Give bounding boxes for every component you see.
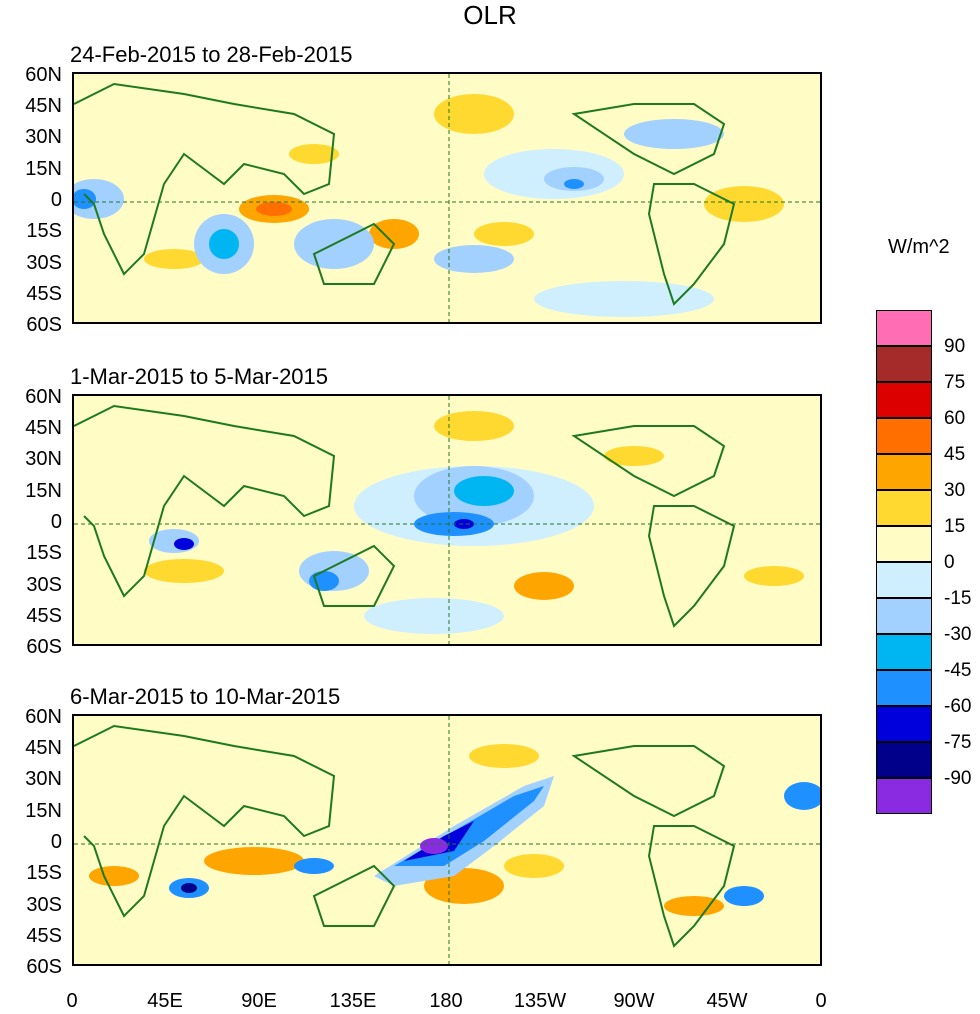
colorbar-label: 30 — [944, 480, 966, 501]
colorbar-swatch — [876, 490, 932, 526]
lon-label: 45W — [706, 990, 748, 1012]
lat-label: 45S — [26, 283, 62, 305]
colorbar-swatch — [876, 562, 932, 598]
colorbar-label: -75 — [944, 732, 972, 753]
colorbar-label: 75 — [944, 372, 966, 393]
lon-label: 135E — [329, 990, 377, 1012]
lon-label: 0 — [815, 990, 827, 1012]
negative-anomalies — [169, 776, 820, 906]
colorbar-label: 60 — [944, 408, 966, 429]
lon-label: 135W — [513, 990, 567, 1012]
lon-label: 180 — [429, 990, 463, 1012]
colorbar-swatch — [876, 382, 932, 418]
lat-label: 60S — [26, 956, 62, 978]
colorbar-swatch — [876, 634, 932, 670]
colorbar-swatch — [876, 598, 932, 634]
lat-label: 0 — [50, 831, 62, 853]
lat-label: 15N — [25, 158, 62, 180]
lat-label: 60S — [26, 636, 62, 658]
lat-label: 60N — [25, 64, 62, 86]
lat-label: 45S — [26, 925, 62, 947]
continent-outlines — [74, 724, 736, 948]
lat-label: 45S — [26, 605, 62, 627]
panel-2-title: 1-Mar-2015 to 5-Mar-2015 — [70, 364, 329, 389]
colorbar-label: -30 — [944, 624, 972, 645]
map-panel-2 — [72, 394, 822, 646]
continent-outlines — [74, 82, 736, 306]
colorbar-swatch — [876, 526, 932, 562]
colorbar-label: 90 — [944, 336, 966, 357]
panel-1-title: 24-Feb-2015 to 28-Feb-2015 — [70, 42, 353, 67]
colorbar-swatch — [876, 310, 932, 346]
lat-label: 0 — [50, 189, 62, 211]
positive-anomalies — [144, 411, 804, 600]
colorbar-swatch — [876, 706, 932, 742]
colorbar-label: -90 — [944, 768, 972, 789]
colorbar-label: -45 — [944, 660, 972, 681]
colorbar-units: W/m^2 — [888, 236, 950, 258]
colorbar-label: 15 — [944, 516, 966, 537]
colorbar-swatch — [876, 670, 932, 706]
lat-label: 15S — [26, 862, 62, 884]
lat-label: 15S — [26, 220, 62, 242]
lat-label: 45N — [25, 737, 62, 759]
colorbar-label: 45 — [944, 444, 966, 465]
lat-label: 15N — [25, 480, 62, 502]
colorbar-swatch — [876, 778, 932, 814]
colorbar-label: -60 — [944, 696, 972, 717]
lat-label: 30S — [26, 252, 62, 274]
lat-label: 60N — [25, 706, 62, 728]
colorbar-swatch — [876, 742, 932, 778]
lat-label: 30N — [25, 126, 62, 148]
colorbar-swatch — [876, 418, 932, 454]
colorbar-label: -15 — [944, 588, 972, 609]
colorbar-swatch — [876, 454, 932, 490]
lat-label: 30S — [26, 894, 62, 916]
lat-label: 15N — [25, 800, 62, 822]
lat-label: 45N — [25, 95, 62, 117]
panel-3-title: 6-Mar-2015 to 10-Mar-2015 — [70, 684, 341, 709]
lat-label: 0 — [50, 511, 62, 533]
map-panel-3 — [72, 714, 822, 966]
continent-outlines — [74, 404, 736, 628]
lat-label: 60S — [26, 314, 62, 336]
lon-label: 90W — [613, 990, 655, 1012]
lat-label: 60N — [25, 386, 62, 408]
colorbar-swatch — [876, 346, 932, 382]
colorbar-label: 0 — [944, 552, 955, 573]
lat-label: 30N — [25, 448, 62, 470]
figure-title: OLR — [463, 0, 517, 30]
lon-label: 45E — [147, 990, 183, 1012]
lat-label: 30S — [26, 574, 62, 596]
lat-label: 30N — [25, 768, 62, 790]
map-panel-1 — [72, 72, 822, 324]
lat-label: 15S — [26, 542, 62, 564]
lon-label: 90E — [241, 990, 277, 1012]
lat-label: 45N — [25, 417, 62, 439]
lon-label: 0 — [66, 990, 78, 1012]
